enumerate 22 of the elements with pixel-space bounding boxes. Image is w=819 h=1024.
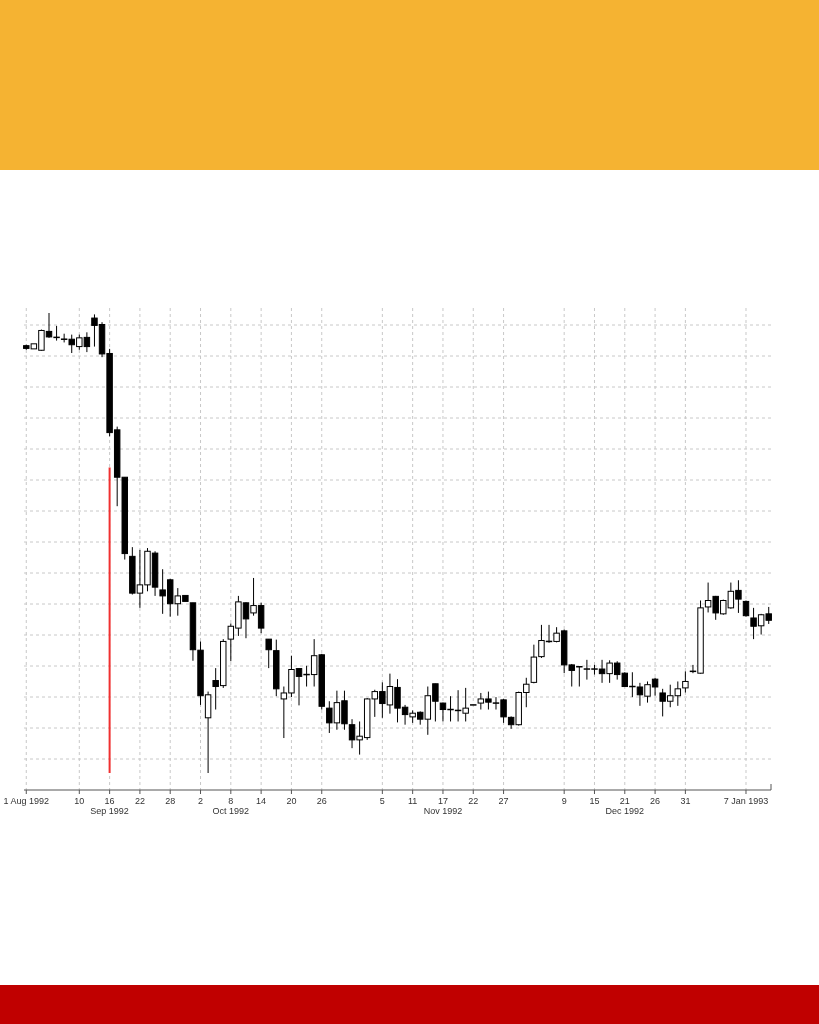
x-tick-label: 20	[286, 796, 297, 806]
candlestick	[265, 638, 272, 669]
x-tick-label: 22	[134, 796, 145, 806]
x-tick-label: 26	[316, 796, 327, 806]
x-tick-label: 28	[165, 796, 176, 806]
x-tick-label: 7 Jan 1993	[723, 796, 769, 806]
x-tick-label: 27	[498, 796, 509, 806]
x-tick-label: 31	[680, 796, 691, 806]
x-tick-label: 26	[650, 796, 661, 806]
x-tick-label: 22	[468, 796, 479, 806]
x-tick-label: 16 Sep 1992	[90, 796, 129, 816]
x-tick-label: 14	[256, 796, 267, 806]
x-tick-label: 11	[407, 796, 418, 806]
x-tick-label: 21 Dec 1992	[605, 796, 645, 816]
x-tick-label: 15	[589, 796, 600, 806]
x-tick-label: 8 Oct 1992	[212, 796, 250, 816]
x-tick-label: 2	[198, 796, 204, 806]
x-tick-label: 9	[561, 796, 567, 806]
x-tick-label: 10	[74, 796, 85, 806]
x-tick-label: 5	[379, 796, 385, 806]
x-tick-label: 17 Nov 1992	[423, 796, 463, 816]
x-tick-label: 1 Aug 1992	[3, 796, 50, 806]
